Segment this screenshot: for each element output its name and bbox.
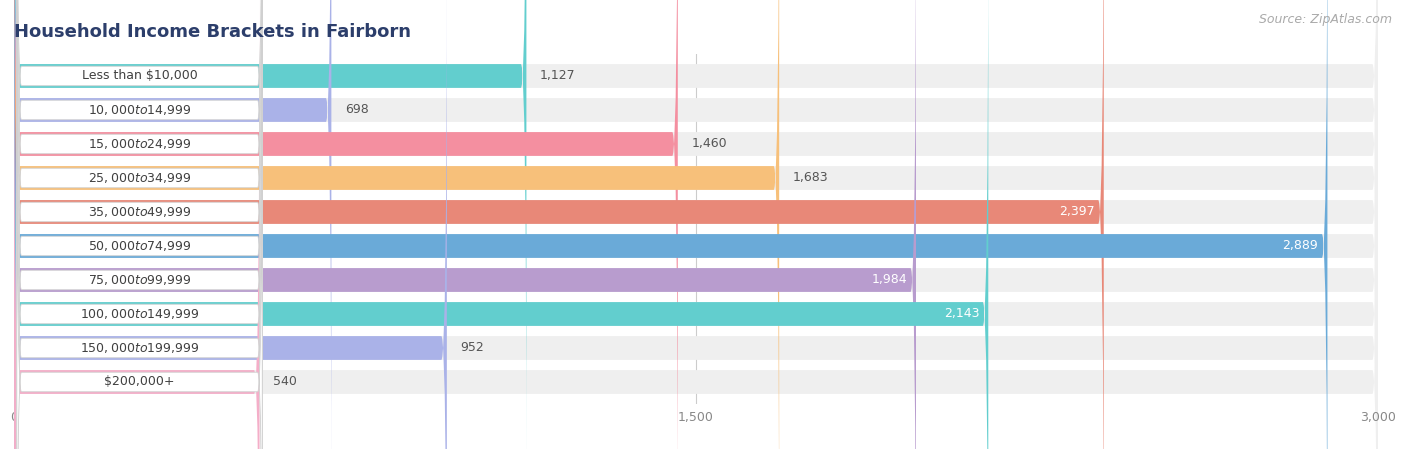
FancyBboxPatch shape — [17, 0, 263, 449]
FancyBboxPatch shape — [14, 0, 332, 449]
Text: $75,000 to $99,999: $75,000 to $99,999 — [87, 273, 191, 287]
FancyBboxPatch shape — [14, 0, 1378, 449]
FancyBboxPatch shape — [14, 0, 1378, 449]
Text: 1,460: 1,460 — [692, 137, 727, 150]
Text: $10,000 to $14,999: $10,000 to $14,999 — [87, 103, 191, 117]
FancyBboxPatch shape — [17, 0, 263, 449]
FancyBboxPatch shape — [14, 0, 260, 449]
FancyBboxPatch shape — [14, 0, 1378, 449]
Text: $35,000 to $49,999: $35,000 to $49,999 — [87, 205, 191, 219]
FancyBboxPatch shape — [14, 0, 447, 449]
Text: 2,397: 2,397 — [1059, 206, 1095, 219]
FancyBboxPatch shape — [14, 0, 1378, 449]
FancyBboxPatch shape — [14, 0, 1378, 449]
Text: Household Income Brackets in Fairborn: Household Income Brackets in Fairborn — [14, 23, 411, 41]
FancyBboxPatch shape — [14, 0, 779, 449]
FancyBboxPatch shape — [14, 0, 1378, 449]
Text: 2,143: 2,143 — [943, 308, 979, 321]
FancyBboxPatch shape — [14, 0, 1378, 449]
Text: $25,000 to $34,999: $25,000 to $34,999 — [87, 171, 191, 185]
Text: 1,683: 1,683 — [793, 172, 828, 185]
FancyBboxPatch shape — [17, 0, 263, 449]
FancyBboxPatch shape — [17, 0, 263, 406]
Text: 1,127: 1,127 — [540, 70, 575, 83]
Text: $100,000 to $149,999: $100,000 to $149,999 — [80, 307, 200, 321]
FancyBboxPatch shape — [17, 0, 263, 449]
FancyBboxPatch shape — [14, 0, 988, 449]
FancyBboxPatch shape — [17, 0, 263, 449]
FancyBboxPatch shape — [14, 0, 915, 449]
Text: 952: 952 — [461, 342, 484, 355]
FancyBboxPatch shape — [17, 18, 263, 449]
Text: 698: 698 — [344, 103, 368, 116]
FancyBboxPatch shape — [14, 0, 1378, 449]
FancyBboxPatch shape — [14, 0, 1104, 449]
FancyBboxPatch shape — [17, 0, 263, 449]
Text: $50,000 to $74,999: $50,000 to $74,999 — [87, 239, 191, 253]
Text: $15,000 to $24,999: $15,000 to $24,999 — [87, 137, 191, 151]
Text: Source: ZipAtlas.com: Source: ZipAtlas.com — [1258, 13, 1392, 26]
FancyBboxPatch shape — [14, 0, 1378, 449]
Text: $150,000 to $199,999: $150,000 to $199,999 — [80, 341, 200, 355]
FancyBboxPatch shape — [14, 0, 1327, 449]
Text: $200,000+: $200,000+ — [104, 375, 174, 388]
FancyBboxPatch shape — [14, 0, 678, 449]
Text: 540: 540 — [273, 375, 297, 388]
FancyBboxPatch shape — [14, 0, 526, 449]
Text: Less than $10,000: Less than $10,000 — [82, 70, 197, 83]
Text: 1,984: 1,984 — [872, 273, 907, 286]
Text: 2,889: 2,889 — [1282, 239, 1319, 252]
FancyBboxPatch shape — [14, 0, 1378, 449]
FancyBboxPatch shape — [17, 0, 263, 440]
FancyBboxPatch shape — [17, 52, 263, 449]
